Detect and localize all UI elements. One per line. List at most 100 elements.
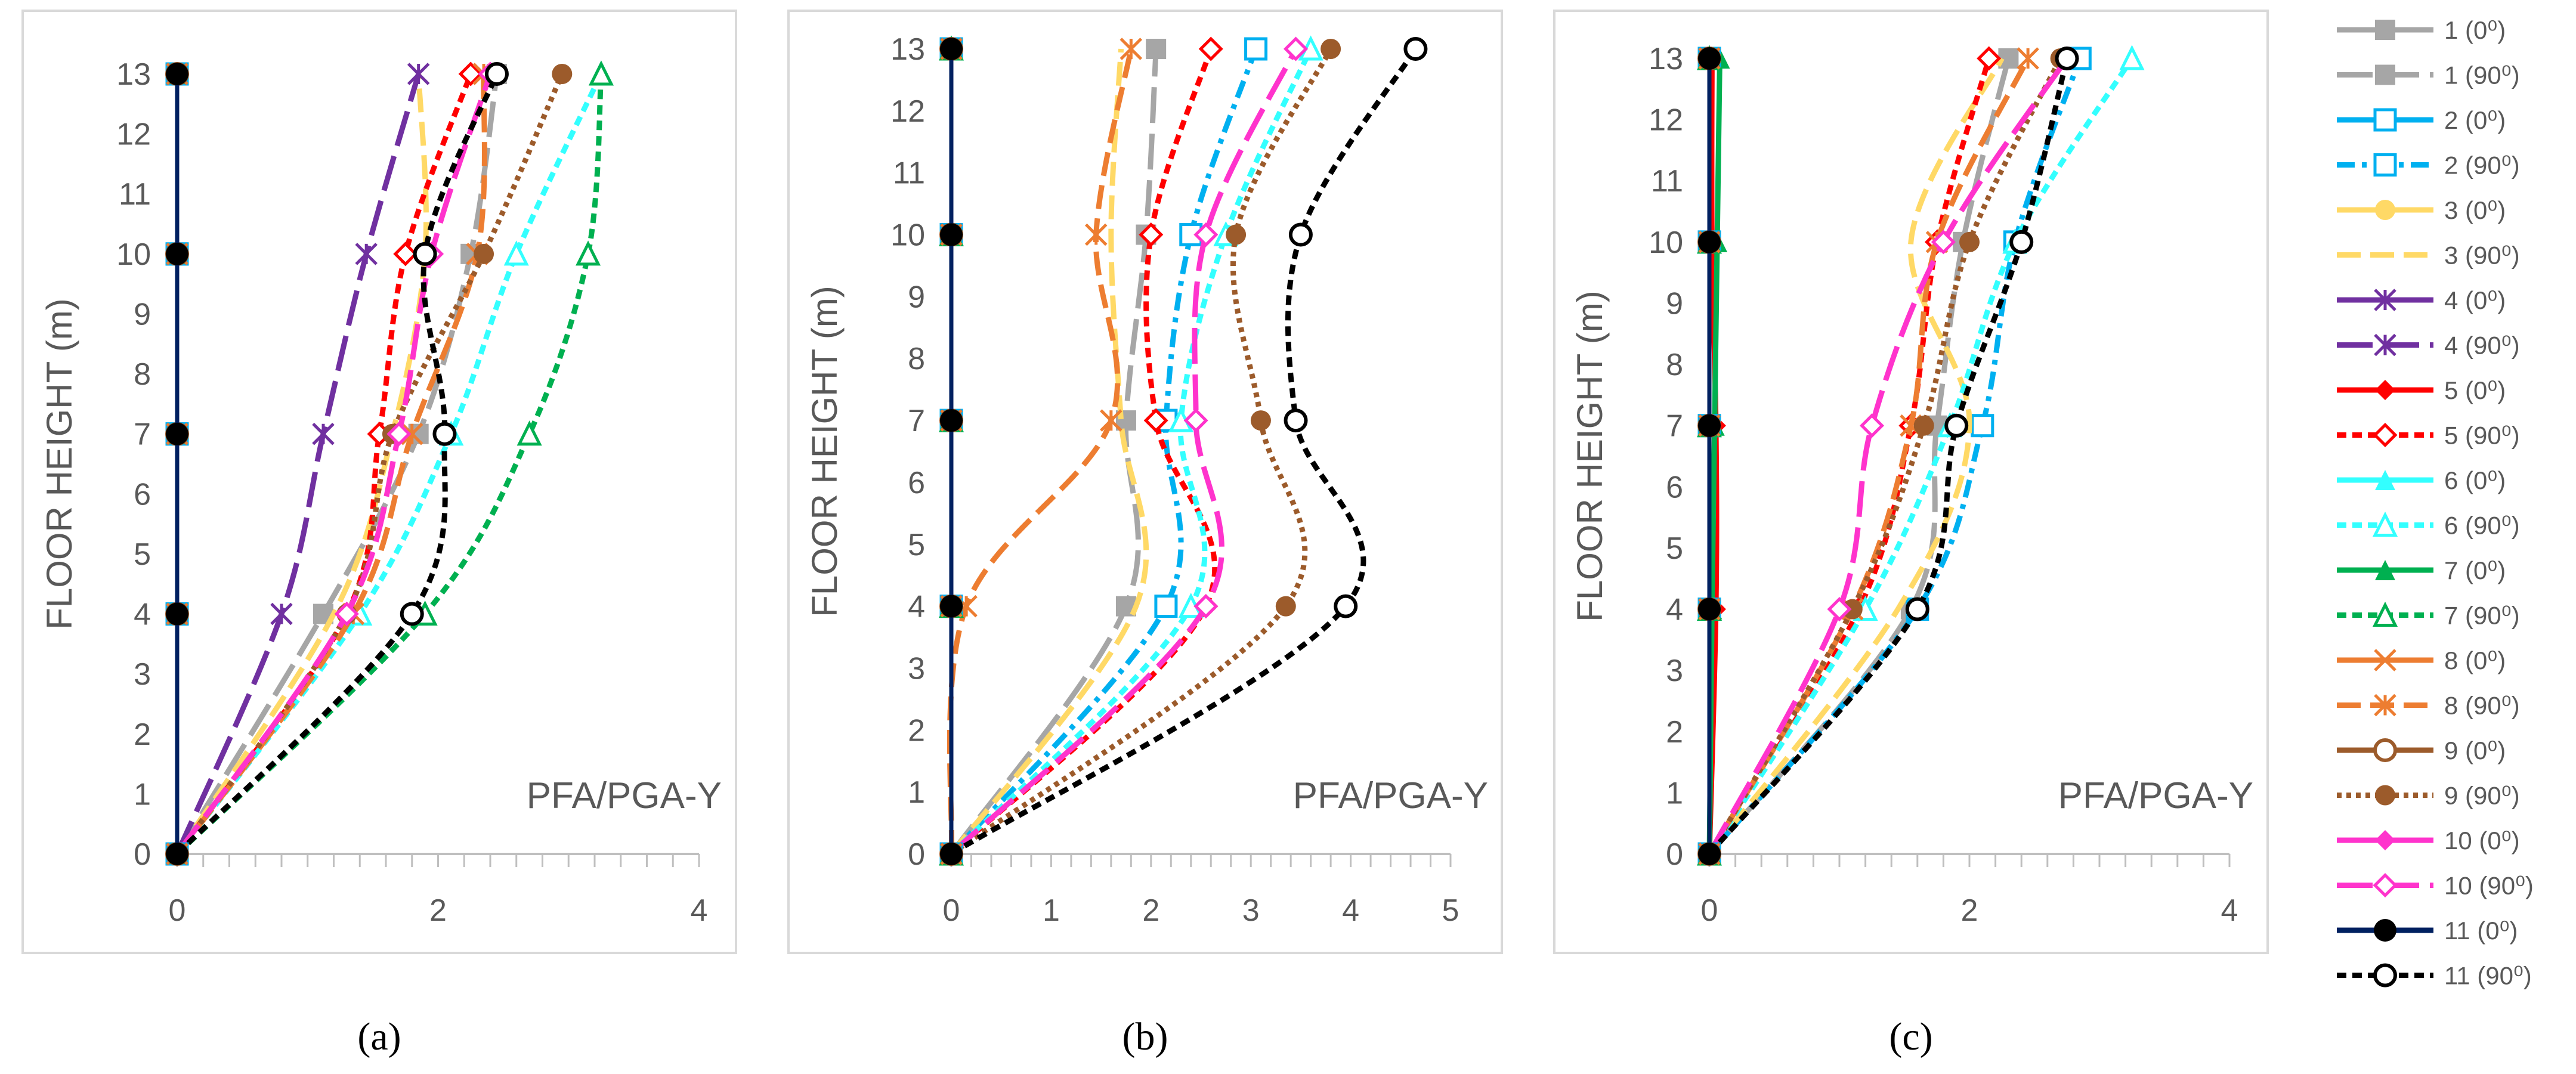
y-tick-label: 11 [1651,164,1683,199]
series-point-10-90 [386,422,412,447]
series-point-11-0 [940,409,963,432]
series-point-9-90 [1913,415,1934,436]
y-tick-label: 4 [134,598,151,632]
series-point-9-90 [1226,224,1247,245]
legend-label-9-90: 9 (90⁰) [2444,782,2520,810]
legend-label-3-90: 3 (90⁰) [2444,242,2520,270]
series-point-10-90 [1931,230,1956,255]
series-point-5-90 [1143,408,1168,433]
series-point-8-90 [1084,223,1108,246]
series-point-7-90 [517,420,542,446]
series-point-9-90 [474,243,494,264]
series-point-9-90 [1842,599,1863,620]
series-point-11-90 [413,242,437,266]
y-tick-label: 5 [908,528,925,562]
legend-label-2-90: 2 (90⁰) [2444,151,2520,179]
legend-label-8-0: 8 (0⁰) [2444,646,2506,674]
legend-label-6-90: 6 (90⁰) [2444,512,2520,540]
y-tick-label: 1 [908,775,925,810]
chart-annotation: PFA/PGA-Y [2058,775,2253,816]
legend-marker-7-0 [2375,560,2395,580]
y-tick-label: 1 [1666,776,1683,810]
series-line-3-90 [175,73,429,856]
series-line-5-90 [949,48,1218,856]
series-point-1-90 [1146,39,1167,59]
legend-label-8-90: 8 (90⁰) [2444,692,2520,720]
series-point-5-90 [1198,36,1223,61]
x-tick-label: 5 [1442,893,1459,928]
y-tick-label: 0 [1666,837,1683,872]
series-point-9-90 [552,64,573,84]
y-tick-label: 5 [1666,531,1683,566]
chart-annotation: PFA/PGA-Y [527,775,722,816]
series-line-8-90 [947,48,1134,855]
y-axis-title: FLOOR HEIGHT (m) [805,286,845,617]
series-point-5-90 [1977,46,2002,71]
legend-marker-5-0 [2375,380,2395,400]
series-line-7-90 [175,73,604,856]
series-point-8-90 [400,422,423,445]
series-line-6-90 [175,73,604,856]
y-axis-title: FLOOR HEIGHT (m) [39,298,79,630]
y-tick-label: 12 [116,117,151,152]
legend-label-9-0: 9 (0⁰) [2444,736,2506,765]
y-tick-label: 9 [1666,286,1683,321]
y-tick-label: 2 [134,717,151,752]
y-tick-label: 0 [908,837,925,872]
x-tick-label: 1 [1043,893,1060,928]
y-tick-label: 0 [134,837,151,872]
series-point-8-90 [1100,409,1122,432]
series-point-11-90 [2009,230,2034,254]
series-line-8-90 [175,73,487,856]
series-point-11-90 [1905,597,1929,621]
legend-marker-11-90 [2373,963,2397,988]
series-point-6-90 [503,240,529,266]
series-line-11-90 [1707,57,2070,856]
series-point-11-0 [1698,47,1721,70]
legend-marker-6-90 [2372,511,2398,537]
legend-marker-9-0 [2373,738,2397,762]
y-tick-label: 10 [1649,225,1683,260]
series-point-11-0 [940,843,963,865]
series-point-11-0 [1698,843,1721,865]
legend-marker-3-0 [2375,200,2395,220]
y-tick-label: 8 [134,357,151,392]
y-tick-label: 11 [893,156,925,191]
y-tick-label: 10 [116,237,151,272]
series-point-4-90 [355,243,378,265]
series-point-9-90 [1321,39,1341,59]
series-line-6-90 [1707,57,2135,856]
panel-frame-c [1553,10,2269,954]
series-point-4-90 [270,602,293,626]
series-line-9-90 [1707,57,2063,856]
series-point-11-90 [432,422,457,446]
panel-label-c: (c) [1889,1015,1932,1058]
legend-label-7-90: 7 (90⁰) [2444,602,2520,630]
series-line-5-90 [1707,57,1992,856]
series-point-10-90 [1183,408,1208,433]
y-tick-label: 3 [908,651,925,686]
y-tick-label: 4 [1666,593,1683,627]
series-line-10-90 [1707,57,2070,856]
panel-label-b: (b) [1122,1015,1168,1058]
series-point-11-0 [166,422,188,445]
legend-label-5-0: 5 (0⁰) [2444,376,2506,404]
series-point-11-0 [166,63,188,85]
series-point-11-90 [1288,222,1313,247]
series-point-10-90 [1859,413,1885,438]
legend-label-11-90: 11 (90⁰) [2444,962,2532,990]
legend-label-7-0: 7 (0⁰) [2444,556,2506,584]
legend-label-3-0: 3 (0⁰) [2444,196,2506,224]
series-line-11-90 [950,47,1418,856]
series-line-2-90 [949,48,1258,856]
series-line-3-90 [1707,57,2005,856]
legend-marker-7-90 [2372,601,2398,627]
legend-marker-10-0 [2375,830,2395,850]
series-point-11-90 [1944,413,1969,438]
legend-label-1-90: 1 (90⁰) [2444,61,2520,89]
y-tick-label: 1 [134,777,151,812]
series-point-9-90 [1250,410,1271,431]
series-point-4-90 [407,63,430,85]
series-line-3-90 [949,48,1149,856]
